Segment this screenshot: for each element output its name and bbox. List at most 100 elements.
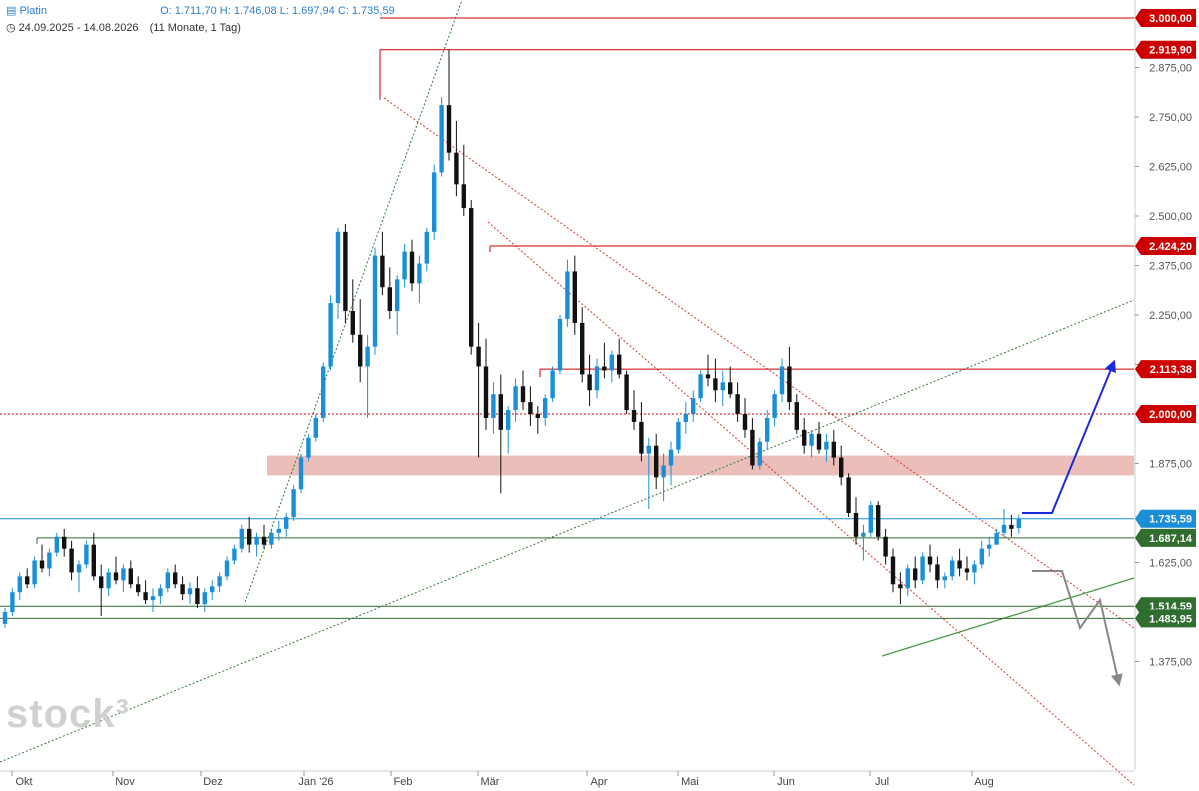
level-tag-6: 1.687,14 bbox=[1135, 528, 1196, 547]
candle-7 bbox=[54, 532, 59, 557]
candle-9 bbox=[69, 540, 74, 581]
x-tick-label-3: Jan '26 bbox=[298, 776, 333, 788]
candle-110 bbox=[816, 421, 822, 454]
candle-93 bbox=[691, 390, 696, 422]
candle-80 bbox=[594, 358, 600, 399]
candle-107 bbox=[794, 394, 799, 434]
bullish-scenario-arrow bbox=[1022, 359, 1116, 514]
level-tag-label-4: 2.000,00 bbox=[1149, 409, 1192, 421]
candle-body-134 bbox=[994, 532, 999, 545]
candle-34 bbox=[254, 532, 259, 557]
candle-69 bbox=[513, 378, 518, 422]
candle-26 bbox=[195, 576, 200, 609]
candle-36 bbox=[269, 528, 274, 549]
chart-icon: ▤ bbox=[6, 5, 17, 17]
candle-body-83 bbox=[617, 354, 622, 375]
candle-body-112 bbox=[831, 441, 836, 458]
candle-117 bbox=[868, 501, 873, 537]
candle-body-66 bbox=[491, 394, 496, 418]
candle-body-41 bbox=[306, 437, 311, 458]
candle-body-120 bbox=[890, 556, 896, 585]
candle-82 bbox=[609, 350, 614, 383]
candle-44 bbox=[328, 295, 333, 371]
level-tag-1: 2.919,90 bbox=[1135, 40, 1196, 59]
candle-body-77 bbox=[572, 271, 577, 323]
candle-95 bbox=[705, 354, 711, 387]
candle-132 bbox=[979, 540, 984, 569]
candle-126 bbox=[935, 556, 940, 589]
candle-body-89 bbox=[661, 465, 666, 478]
candle-body-4 bbox=[32, 560, 37, 585]
candle-115 bbox=[853, 497, 859, 545]
level-tag-label-8: 1.483,95 bbox=[1149, 613, 1192, 625]
level-tag-label-1: 2.919,90 bbox=[1149, 45, 1192, 57]
candle-134 bbox=[994, 528, 999, 545]
x-tick-label-6: Apr bbox=[590, 776, 607, 788]
candle-body-122 bbox=[905, 568, 910, 589]
candle-68 bbox=[506, 406, 511, 454]
candle-body-113 bbox=[839, 457, 844, 478]
candle-22 bbox=[165, 568, 170, 593]
x-tick-label-4: Feb bbox=[394, 776, 413, 788]
instrument-name[interactable]: Platin bbox=[19, 5, 47, 17]
candle-body-11 bbox=[84, 544, 89, 565]
candle-body-53 bbox=[395, 279, 400, 312]
candle-body-80 bbox=[594, 366, 600, 391]
candle-body-98 bbox=[728, 382, 733, 395]
candle-body-60 bbox=[446, 105, 452, 153]
candle-17 bbox=[128, 560, 133, 589]
candle-37 bbox=[276, 520, 281, 541]
candle-body-123 bbox=[913, 568, 918, 581]
candle-body-12 bbox=[91, 544, 96, 577]
candle-body-67 bbox=[498, 394, 503, 430]
chart-range: ◷ 24.09.2025 - 14.08.2026 (11 Monate, 1 … bbox=[6, 21, 241, 34]
candle-body-51 bbox=[380, 255, 385, 288]
candle-23 bbox=[173, 564, 178, 589]
candle-56 bbox=[417, 255, 422, 304]
candle-101 bbox=[750, 417, 755, 470]
candle-body-28 bbox=[210, 586, 215, 593]
candle-body-59 bbox=[439, 105, 444, 173]
candle-body-103 bbox=[765, 417, 770, 442]
lower-resistance-trendline bbox=[487, 221, 1135, 786]
candle-87 bbox=[646, 437, 651, 510]
candle-30 bbox=[224, 556, 230, 581]
candle-body-92 bbox=[683, 414, 688, 422]
candle-131 bbox=[972, 560, 977, 585]
candle-body-25 bbox=[187, 588, 193, 595]
candle-body-126 bbox=[935, 564, 940, 581]
candle-body-127 bbox=[942, 576, 947, 581]
candle-102 bbox=[757, 437, 762, 470]
candle-71 bbox=[528, 386, 533, 426]
candle-body-30 bbox=[224, 560, 230, 577]
candle-63 bbox=[469, 200, 474, 355]
candle-18 bbox=[136, 576, 141, 597]
level-tag-5: 1.735,59 bbox=[1135, 509, 1196, 528]
candle-body-39 bbox=[291, 489, 296, 517]
candle-90 bbox=[668, 441, 674, 486]
candle-body-62 bbox=[461, 184, 466, 209]
candle-53 bbox=[395, 275, 400, 335]
candle-body-20 bbox=[150, 596, 156, 601]
candle-body-84 bbox=[624, 374, 629, 411]
candle-body-49 bbox=[365, 346, 370, 367]
candle-32 bbox=[239, 524, 244, 553]
y-tick-label-2: 2.625,00 bbox=[1149, 162, 1192, 174]
x-tick-label-5: Mär bbox=[481, 776, 500, 788]
candle-100 bbox=[742, 398, 748, 438]
level-tag-label-0: 3.000,00 bbox=[1149, 13, 1192, 25]
candle-body-128 bbox=[950, 560, 955, 577]
candle-body-5 bbox=[39, 560, 45, 569]
candle-25 bbox=[187, 582, 193, 605]
candle-body-90 bbox=[668, 449, 674, 466]
candle-50 bbox=[372, 247, 378, 355]
candle-body-72 bbox=[535, 414, 540, 418]
candle-62 bbox=[461, 144, 466, 216]
candle-84 bbox=[624, 370, 629, 414]
candle-body-44 bbox=[328, 303, 333, 367]
candle-52 bbox=[387, 267, 392, 319]
candle-body-132 bbox=[979, 548, 984, 565]
candle-body-87 bbox=[646, 445, 651, 454]
level-tag-bg-3 bbox=[1135, 360, 1196, 379]
